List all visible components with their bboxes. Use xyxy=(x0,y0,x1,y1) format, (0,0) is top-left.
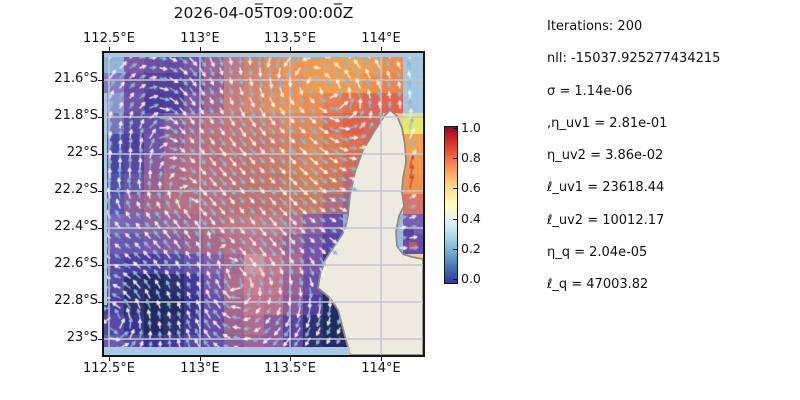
colorbar-tick-label: 0.8 xyxy=(461,150,481,165)
axis-tickmark xyxy=(381,357,382,361)
colorbar-tick-label: 0.2 xyxy=(461,241,481,256)
stats-line: η_uv2 = 3.86e-02 xyxy=(547,148,664,163)
stats-line: ,η_uv1 = 2.81e-01 xyxy=(547,116,668,131)
y-axis-label: 22.8°S xyxy=(54,293,98,308)
stats-line: nll: -15037.925277434215 xyxy=(547,51,721,66)
x-axis-label-bottom: 113°E xyxy=(180,361,220,376)
axis-tickmark xyxy=(109,357,110,361)
y-axis-label: 22.2°S xyxy=(54,182,98,197)
domain-boundary-strip xyxy=(104,347,350,355)
y-axis-label: 23°S xyxy=(66,330,98,345)
x-axis-label-top: 113°E xyxy=(180,31,220,46)
colorbar xyxy=(444,126,458,284)
colorbar-tick-label: 1.0 xyxy=(461,120,481,135)
domain-boundary-strip xyxy=(104,53,423,57)
quiver-arrows-layer xyxy=(104,53,423,355)
stats-line: Iterations: 200 xyxy=(547,19,643,34)
colorbar-tick-label: 0.0 xyxy=(461,271,481,286)
stats-panel: Iterations: 200 nll: -15037.925277434215 σ… xyxy=(547,0,797,400)
stats-line: ℓ_uv1 = 23618.44 xyxy=(547,180,665,195)
map-title: 2026-04-05̅T09:00:00̅Z xyxy=(173,4,354,22)
x-axis-label-bottom: 112.5°E xyxy=(83,361,135,376)
y-axis-label: 21.8°S xyxy=(54,108,98,123)
axis-tickmark xyxy=(290,357,291,361)
y-axis-label: 22.6°S xyxy=(54,256,98,271)
stats-line: η_q = 2.04e-05 xyxy=(547,245,648,260)
colorbar-tick-label: 0.6 xyxy=(461,180,481,195)
stats-line: ℓ_q = 47003.82 xyxy=(547,277,649,292)
stats-line: σ = 1.14e-06 xyxy=(547,84,633,99)
x-axis-label-bottom: 114°E xyxy=(361,361,401,376)
x-axis-label-top: 112.5°E xyxy=(83,31,135,46)
x-axis-label-top: 113.5°E xyxy=(264,31,316,46)
x-axis-label-bottom: 113.5°E xyxy=(264,361,316,376)
y-axis-label: 22°S xyxy=(66,145,98,160)
stats-line: ℓ_uv2 = 10012.17 xyxy=(547,213,665,228)
axis-tickmark xyxy=(200,357,201,361)
domain-boundary-strip xyxy=(104,93,107,305)
x-axis-label-top: 114°E xyxy=(361,31,401,46)
colorbar-tick-label: 0.4 xyxy=(461,211,481,226)
y-axis-label: 22.4°S xyxy=(54,219,98,234)
y-axis-label: 21.6°S xyxy=(54,71,98,86)
map-plot xyxy=(102,51,425,357)
